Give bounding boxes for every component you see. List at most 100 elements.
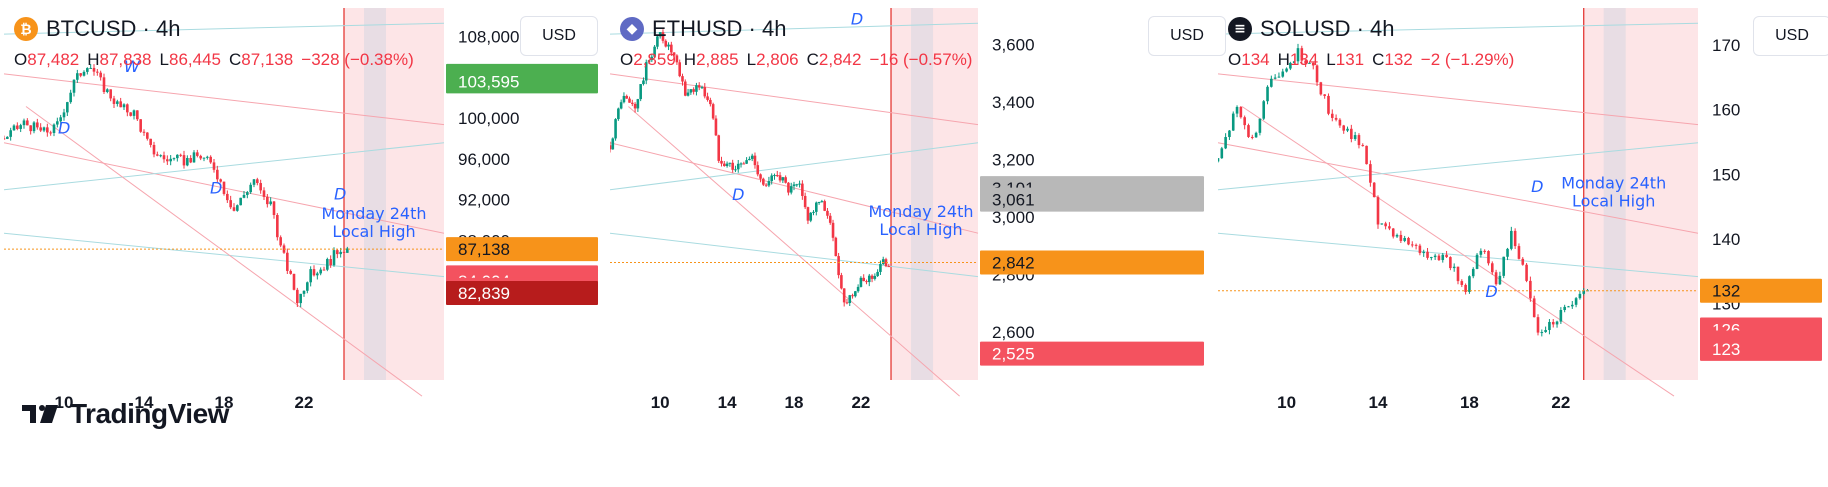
candle-body [644, 62, 648, 81]
candle-body [259, 183, 262, 191]
x-tick-label: 22 [295, 393, 314, 412]
candle-body [286, 252, 289, 271]
candle-body [12, 125, 16, 131]
candle-body [339, 251, 342, 255]
candle-body [700, 87, 704, 89]
candle-body [639, 84, 642, 100]
candle-body [1414, 244, 1418, 246]
candle-body [742, 163, 746, 165]
symbol-header[interactable]: ₿ BTCUSD · 4h [14, 16, 180, 42]
ohlc-legend: O87,482 H87,838 L86,445 C87,138 −328 (−0.38%… [14, 50, 414, 69]
session-band [364, 8, 386, 380]
candle-body [656, 36, 659, 47]
candle-body [845, 302, 849, 304]
wave-label: D [210, 178, 222, 197]
candle-body [622, 95, 626, 103]
candle-body [236, 205, 239, 211]
candle-body [29, 125, 32, 132]
candle-body [692, 89, 695, 92]
candle-body [625, 95, 629, 99]
y-tick-label: 108,000 [458, 27, 519, 46]
candle-body [795, 184, 799, 186]
candle-body [1540, 332, 1544, 334]
candle-body [99, 72, 102, 78]
btcusd-chart-canvas[interactable]: 108,000100,00096,00092,00088,000104,1261… [4, 8, 600, 476]
ethusd-chart-canvas[interactable]: 3,6003,4003,2003,0002,8002,6003,1013,061… [610, 8, 1206, 476]
annotation-text: Monday 24th [1561, 174, 1666, 193]
candle-body [1361, 145, 1365, 147]
symbol-header[interactable]: ◆ ETHUSD · 4h [620, 16, 786, 42]
candle-body [734, 169, 737, 171]
candle-body [670, 44, 673, 53]
candle-body [342, 251, 346, 253]
symbol-header[interactable]: ≡ SOLUSD · 4h [1228, 16, 1395, 42]
solusd-chart-canvas[interactable]: 17016015014013013212612412310141822DDMon… [1218, 8, 1824, 476]
y-tick-label: 3,200 [992, 151, 1035, 170]
candle-body [745, 160, 748, 164]
candle-body [182, 155, 186, 166]
candle-body [106, 89, 109, 92]
candle-body [1449, 257, 1452, 269]
currency-button[interactable]: USD [520, 16, 598, 56]
candle-body [1323, 94, 1326, 96]
price-label-text: 2,842 [992, 254, 1035, 273]
candle-body [179, 154, 182, 156]
candle-body [661, 32, 665, 41]
y-tick-label: 3,600 [992, 36, 1035, 55]
candle-body [1418, 245, 1422, 254]
trend-line [1218, 73, 1699, 126]
candle-body [1350, 128, 1353, 140]
close-value: 2,842 [818, 50, 862, 69]
trend-line [610, 73, 979, 126]
change-value: −16 (−0.57%) [869, 50, 973, 69]
candle-body [199, 155, 202, 159]
candle-body [292, 273, 296, 290]
candle-body [82, 71, 86, 76]
candle-body [720, 160, 723, 164]
candle-body [798, 183, 801, 185]
candle-body [1567, 306, 1570, 308]
candle-body [329, 259, 332, 266]
candle-body [617, 108, 620, 120]
candle-body [862, 277, 865, 282]
x-tick-label: 10 [55, 393, 74, 412]
candle-body [867, 275, 871, 283]
candle-body [296, 289, 299, 304]
candle-body [189, 158, 192, 163]
candle-body [1582, 290, 1586, 294]
candle-body [1525, 264, 1528, 281]
x-tick-label: 22 [1551, 393, 1570, 412]
candle-body [62, 112, 66, 118]
candle-body [46, 127, 49, 133]
candle-body [1346, 128, 1349, 131]
candle-body [873, 275, 877, 279]
candle-body [66, 102, 69, 113]
candle-body [697, 85, 701, 88]
candle-body [239, 197, 242, 206]
candle-body [837, 256, 840, 276]
candle-body [689, 89, 693, 93]
candle-body [856, 286, 860, 292]
candle-body [653, 46, 656, 57]
high-value: 87,838 [99, 50, 152, 69]
y-tick-label: 170 [1712, 36, 1740, 55]
candle-body [169, 158, 172, 162]
candle-body [1494, 272, 1498, 285]
chart-panel-ethusd[interactable]: 3,6003,4003,2003,0002,8002,6003,1013,061… [610, 8, 1226, 476]
candle-body [89, 67, 92, 69]
currency-button[interactable]: USD [1148, 16, 1226, 56]
candle-body [226, 193, 229, 201]
candle-body [159, 155, 162, 157]
currency-button[interactable]: USD [1753, 16, 1828, 56]
candle-body [1292, 61, 1296, 63]
candle-body [854, 291, 857, 297]
chart-panel-btcusd[interactable]: 108,000100,00096,00092,00088,000104,1261… [4, 8, 600, 476]
tradingview-wordmark: TradingView [70, 398, 229, 429]
candle-body [1218, 158, 1220, 162]
session-band [911, 8, 934, 380]
candle-body [1231, 113, 1235, 131]
candle-body [289, 270, 292, 274]
wave-label: D [334, 185, 346, 204]
chart-panel-solusd[interactable]: 17016015014013013212612412310141822DDMon… [1218, 8, 1828, 476]
price-label-box [446, 69, 598, 94]
